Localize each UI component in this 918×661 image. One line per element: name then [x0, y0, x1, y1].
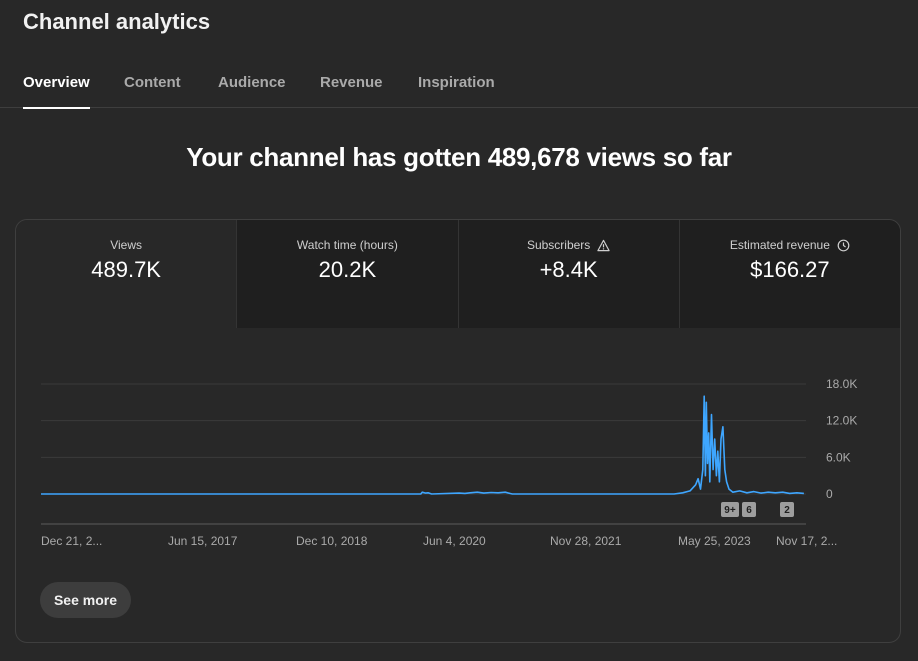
event-marker-label: 2 [784, 505, 790, 516]
metric-watch-time[interactable]: Watch time (hours) 20.2K [237, 220, 459, 328]
metric-label: Watch time (hours) [296, 238, 398, 252]
y-tick-label: 0 [826, 487, 833, 501]
event-marker[interactable] [742, 502, 756, 517]
x-tick-label: May 25, 2023 [678, 534, 751, 548]
metric-value: 489.7K [91, 257, 161, 282]
warning-icon[interactable] [597, 239, 610, 252]
y-tick-label: 18.0K [826, 377, 857, 391]
event-marker-label: 9+ [724, 505, 736, 516]
x-tick-label: Nov 17, 2... [776, 534, 837, 548]
y-tick-label: 12.0K [826, 414, 857, 428]
metric-views[interactable]: Views 489.7K [16, 220, 238, 328]
event-marker[interactable] [721, 502, 739, 517]
metric-value: 20.2K [318, 257, 377, 282]
metric-value: $166.27 [750, 257, 830, 282]
tab-audience[interactable]: Audience [218, 74, 286, 91]
event-marker[interactable] [780, 502, 794, 517]
views-series-line [41, 395, 804, 495]
analytics-card: Views 489.7K Watch time (hours) 20.2K Su… [15, 219, 901, 643]
metric-subscribers[interactable]: Subscribers +8.4K [458, 220, 680, 328]
metric-value: +8.4K [539, 257, 598, 282]
tab-bar: Overview Content Audience Revenue Inspir… [0, 62, 918, 109]
tab-inspiration[interactable]: Inspiration [418, 74, 495, 91]
clock-icon[interactable] [837, 239, 850, 252]
metric-revenue[interactable]: Estimated revenue $166.27 [679, 220, 900, 328]
metric-label: Subscribers [526, 238, 591, 252]
x-tick-label: Nov 28, 2021 [550, 534, 622, 548]
tab-content[interactable]: Content [124, 74, 181, 91]
views-headline: Your channel has gotten 489,678 views so… [186, 142, 732, 172]
tab-overview[interactable]: Overview [23, 74, 90, 109]
metric-label: Views [110, 238, 143, 252]
metric-label: Estimated revenue [729, 238, 830, 252]
x-tick-label: Jun 4, 2020 [423, 534, 486, 548]
x-tick-label: Dec 21, 2... [41, 534, 102, 548]
x-tick-label: Jun 15, 2017 [168, 534, 238, 548]
tab-revenue[interactable]: Revenue [320, 74, 383, 91]
x-tick-label: Dec 10, 2018 [296, 534, 368, 548]
page-title: Channel analytics [23, 9, 211, 34]
metric-tabs: Views 489.7K Watch time (hours) 20.2K Su… [16, 220, 900, 328]
y-tick-label: 6.0K [826, 450, 851, 464]
views-chart[interactable]: 18.0K 12.0K 6.0K 0 Dec 21, 2... Jun 15, 2017 D… [16, 328, 900, 568]
event-marker-label: 6 [746, 505, 752, 516]
see-more-button[interactable]: See more [40, 582, 131, 618]
